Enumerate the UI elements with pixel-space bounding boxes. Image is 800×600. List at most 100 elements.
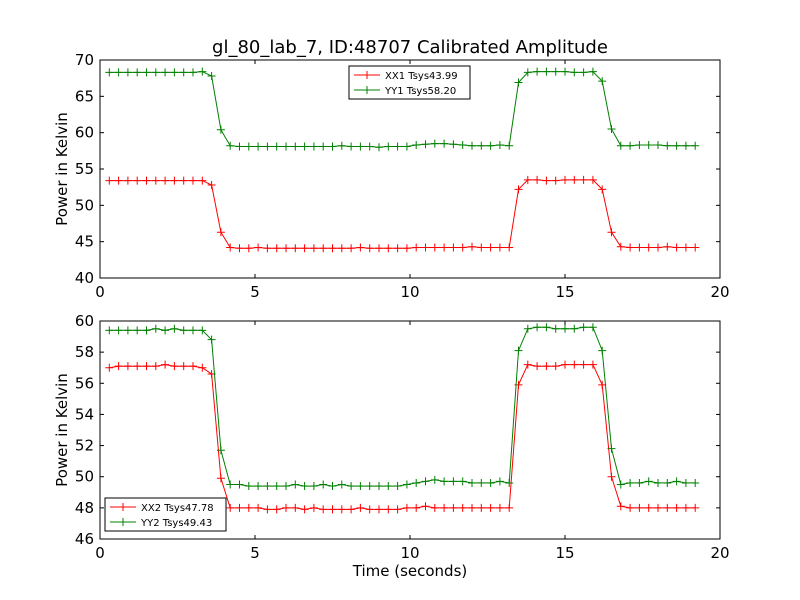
data-point — [523, 175, 532, 184]
data-point — [579, 175, 588, 184]
data-point — [523, 324, 532, 333]
data-point — [365, 505, 374, 514]
data-point — [198, 67, 207, 76]
data-point — [551, 176, 560, 185]
data-point — [449, 477, 458, 486]
x-tick-label: 10 — [400, 283, 419, 301]
data-point — [244, 244, 253, 253]
data-point — [663, 242, 672, 251]
data-point — [300, 142, 309, 151]
data-point — [654, 478, 662, 487]
data-point — [263, 142, 272, 151]
data-point — [151, 176, 160, 185]
data-point — [384, 142, 393, 151]
data-point — [393, 482, 402, 491]
data-point — [309, 482, 318, 491]
data-point — [142, 68, 151, 77]
data-point — [393, 505, 402, 514]
data-point — [561, 67, 569, 76]
data-point — [198, 363, 207, 372]
legend-marker — [363, 71, 371, 79]
legend: XX1 Tsys43.99 YY1 Tsys58.20 — [348, 65, 471, 100]
data-point — [105, 363, 114, 372]
data-point — [579, 323, 588, 332]
data-point — [216, 446, 225, 455]
data-point — [430, 475, 439, 484]
data-point — [263, 482, 272, 491]
data-point — [644, 141, 653, 150]
top-panel: 0 5 10 15 20 40 45 50 55 60 65 70 Power in Kelvin XX1… — [53, 51, 730, 301]
data-point — [598, 185, 607, 194]
data-point — [226, 480, 235, 489]
data-point — [244, 142, 253, 151]
data-point — [189, 176, 197, 185]
data-point — [244, 503, 253, 512]
data-point — [635, 478, 644, 487]
data-point — [626, 141, 635, 150]
data-point — [626, 478, 635, 487]
data-point — [681, 141, 690, 150]
data-point — [551, 67, 560, 76]
data-point — [412, 503, 421, 512]
data-point — [142, 362, 151, 371]
data-point — [412, 243, 421, 252]
series-1 — [105, 360, 700, 514]
data-point — [356, 482, 365, 491]
data-point — [300, 505, 309, 514]
data-point — [272, 505, 281, 514]
data-point — [347, 482, 356, 491]
y-tick-label: 54 — [75, 405, 94, 423]
data-point — [458, 503, 467, 512]
data-point — [105, 176, 114, 185]
data-point — [430, 503, 439, 512]
x-tick-label: 15 — [555, 283, 574, 301]
data-point — [198, 176, 207, 185]
data-point — [505, 243, 514, 252]
data-point — [179, 68, 188, 77]
data-point — [189, 362, 197, 371]
data-point — [309, 503, 318, 512]
data-point — [328, 482, 337, 491]
data-point — [133, 362, 142, 371]
data-point — [226, 503, 235, 512]
data-point — [635, 141, 644, 150]
data-point — [142, 326, 151, 335]
data-point — [105, 68, 114, 77]
data-point — [282, 142, 290, 151]
data-point — [616, 480, 625, 489]
data-point — [337, 141, 346, 150]
data-point — [449, 503, 458, 512]
x-tick-label: 5 — [250, 544, 260, 562]
y-tick-label: 52 — [75, 437, 94, 455]
data-point — [319, 142, 328, 151]
y-tick-label: 70 — [75, 51, 94, 69]
data-point — [644, 477, 653, 486]
data-point — [514, 346, 523, 355]
series-line — [109, 71, 696, 148]
legend-marker — [119, 518, 127, 526]
data-point — [300, 244, 309, 253]
data-point — [114, 326, 123, 335]
x-tick-label: 5 — [250, 283, 260, 301]
data-point — [161, 326, 170, 335]
data-point — [616, 242, 625, 251]
data-point — [458, 243, 467, 252]
data-point — [681, 478, 690, 487]
y-tick-label: 50 — [75, 196, 94, 214]
legend-label: XX1 Tsys43.99 — [385, 71, 458, 82]
data-point — [495, 243, 504, 252]
y-tick-label: 48 — [75, 499, 94, 517]
data-point — [495, 477, 504, 486]
data-point — [440, 139, 449, 148]
data-point — [328, 505, 337, 514]
data-point — [319, 480, 328, 489]
y-axis-label: Power in Kelvin — [53, 373, 71, 487]
data-point — [319, 505, 328, 514]
y-tick-label: 46 — [75, 530, 94, 548]
data-point — [189, 68, 197, 77]
data-point — [337, 480, 346, 489]
data-point — [691, 478, 700, 487]
data-point — [291, 244, 300, 253]
data-point — [207, 71, 216, 80]
x-tick-label: 15 — [555, 544, 574, 562]
